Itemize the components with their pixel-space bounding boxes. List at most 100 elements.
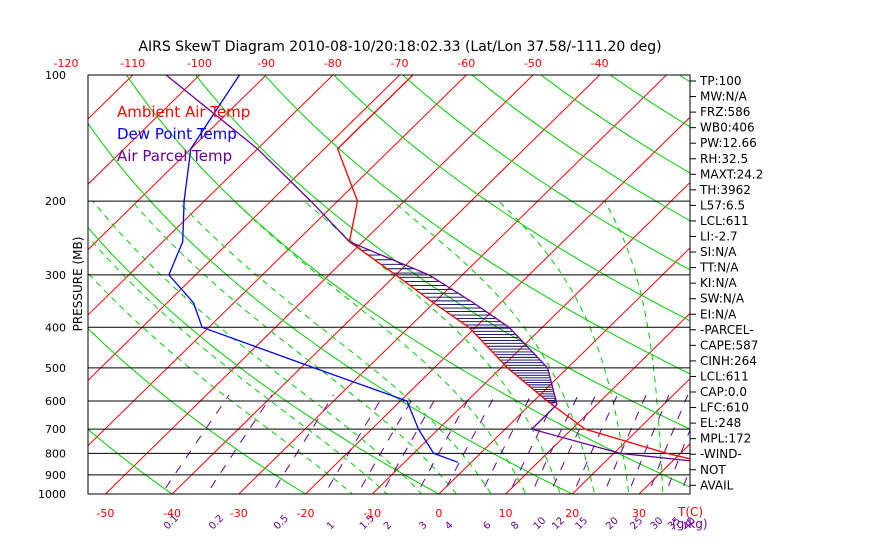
isotherm-line (504, 312, 690, 494)
background-grid (0, 66, 690, 503)
dry-adiabat-line (88, 226, 440, 494)
mixing-ratio-tick-label: 4 (443, 520, 455, 532)
bottom-temp-tick-label: 20 (565, 507, 579, 520)
mixing-ratio-line (665, 428, 690, 494)
mixing-ratio-tick-label: 10 (532, 515, 549, 532)
pressure-tick-label: 800 (45, 447, 66, 460)
stats-entry: EI:N/A (700, 307, 737, 321)
pressure-tick-label: 200 (45, 195, 66, 208)
mixing-ratio-line (480, 394, 532, 494)
dry-adiabat-line (264, 75, 690, 375)
stats-entry: CAP:0.0 (700, 385, 747, 399)
legend-entry: Air Parcel Temp (117, 147, 232, 165)
isotherm-line (88, 75, 468, 447)
dry-adiabat-line (88, 428, 173, 494)
mixing-ratio-line (356, 394, 416, 494)
stats-entry: MPL:172 (700, 432, 751, 446)
top-temp-tick-label: -110 (120, 57, 145, 70)
pressure-tick-label: 400 (45, 321, 66, 334)
stats-entry: TT:N/A (699, 261, 739, 275)
stats-entry: KI:N/A (700, 276, 737, 290)
stats-entry: MAXT:24.2 (700, 167, 763, 181)
dry-adiabat-line (195, 75, 690, 430)
mixing-ratio-line (603, 394, 647, 494)
dry-adiabat-line (88, 122, 574, 494)
stats-entry: LCL:611 (700, 214, 749, 228)
mixing-ratio-tick-label: 2 (382, 520, 394, 532)
top-temp-tick-label: -70 (391, 57, 409, 70)
moist-adiabat-line (92, 200, 423, 494)
stats-entry: FRZ:586 (700, 105, 750, 119)
mixing-ratio-line (381, 394, 438, 494)
bottom-temp-tick-label: -20 (296, 507, 314, 520)
ambient-temp-line (336, 75, 690, 460)
top-temp-axis: -120 -110 -100 -90 -80 -70 -60 -50 -40 (54, 57, 609, 70)
stats-entry: -PARCEL- (700, 323, 754, 337)
mixing-ratio-line (416, 394, 472, 494)
top-temp-tick-label: -60 (457, 57, 475, 70)
moist-adiabat-line (392, 200, 596, 494)
mixing-ratio-line (549, 394, 597, 494)
parcel-temp-line (165, 75, 690, 462)
isotherm-line (371, 181, 690, 494)
pressure-tick-label: 500 (45, 362, 66, 375)
mixing-ratio-line (442, 394, 496, 494)
stats-entry: LFC:610 (700, 401, 749, 415)
stats-entry: WB0:406 (700, 121, 755, 135)
stats-entry: SW:N/A (700, 292, 745, 306)
mixing-ratio-line (206, 394, 273, 494)
stats-entry: SI:N/A (700, 245, 737, 259)
stats-entry: -WIND- (700, 447, 742, 461)
stats-entry: AVAIL (700, 478, 734, 492)
top-temp-tick-label: -80 (324, 57, 342, 70)
legend: Ambient Air Temp Dew Point Temp Air Parcel… (117, 103, 250, 165)
moist-adiabat-line (604, 200, 664, 494)
isotherm-line (438, 247, 690, 494)
pressure-tick-label: 700 (45, 423, 66, 436)
mixing-ratio-line (530, 394, 579, 494)
dew-point-line (168, 75, 459, 463)
x-unit-label: T(C) (677, 505, 703, 519)
top-temp-tick-label: -40 (591, 57, 609, 70)
top-temp-tick-label: -100 (187, 57, 212, 70)
mixing-ratio-line (572, 394, 618, 494)
isotherm-line (304, 116, 690, 494)
mixing-unit-label: (g/kg) (672, 517, 708, 531)
moist-adiabat-line (88, 236, 388, 494)
mixing-ratio-tick-label: 20 (604, 515, 621, 532)
stats-entry: PW:12.66 (700, 136, 757, 150)
stats-entry: MW:N/A (700, 90, 748, 104)
isotherm-line (104, 75, 534, 494)
moist-adiabat-line (498, 200, 630, 494)
moist-adiabat-line (177, 200, 492, 494)
moist-adiabat-line (234, 200, 527, 494)
pressure-tick-label: 100 (45, 69, 66, 82)
dry-adiabat-line (333, 75, 690, 322)
mixing-ratio-line (627, 394, 670, 494)
isotherm-line (0, 66, 9, 503)
mixing-ratio-tick-label: 1 (325, 520, 337, 532)
isotherm-line (88, 75, 201, 185)
mixing-ratio-tick-label: 8 (509, 520, 521, 532)
dry-adiabat-line (0, 75, 50, 503)
chart-title: AIRS SkewT Diagram 2010-08-10/20:18:02.3… (138, 39, 661, 55)
isotherm-line (88, 75, 401, 382)
stats-entry: LI:-2.7 (700, 230, 738, 244)
isotherm-line (238, 75, 668, 494)
pressure-tick-label: 600 (45, 395, 66, 408)
isotherm-line (88, 75, 267, 251)
pressure-axis: 100 200 300 400 500 600 700 800 900 1000 (38, 69, 66, 501)
moist-adiabat-line (304, 200, 561, 494)
mixing-ratio-line (508, 394, 558, 494)
legend-entry: Ambient Air Temp (117, 103, 250, 121)
cape-hatching (354, 244, 557, 404)
mixing-ratio-tick-label: 6 (481, 520, 493, 532)
stats-entry: CINH:264 (700, 354, 757, 368)
series-lines (165, 75, 690, 463)
bottom-temp-tick-label: -10 (363, 507, 381, 520)
mixing-ratio-tick-label: 0.2 (207, 513, 226, 532)
bottom-temp-axis: -50 -40 -30 -20 -10 0 10 20 30 (96, 507, 646, 520)
mixing-ratio-line (647, 394, 689, 494)
isotherm-line (0, 66, 76, 503)
